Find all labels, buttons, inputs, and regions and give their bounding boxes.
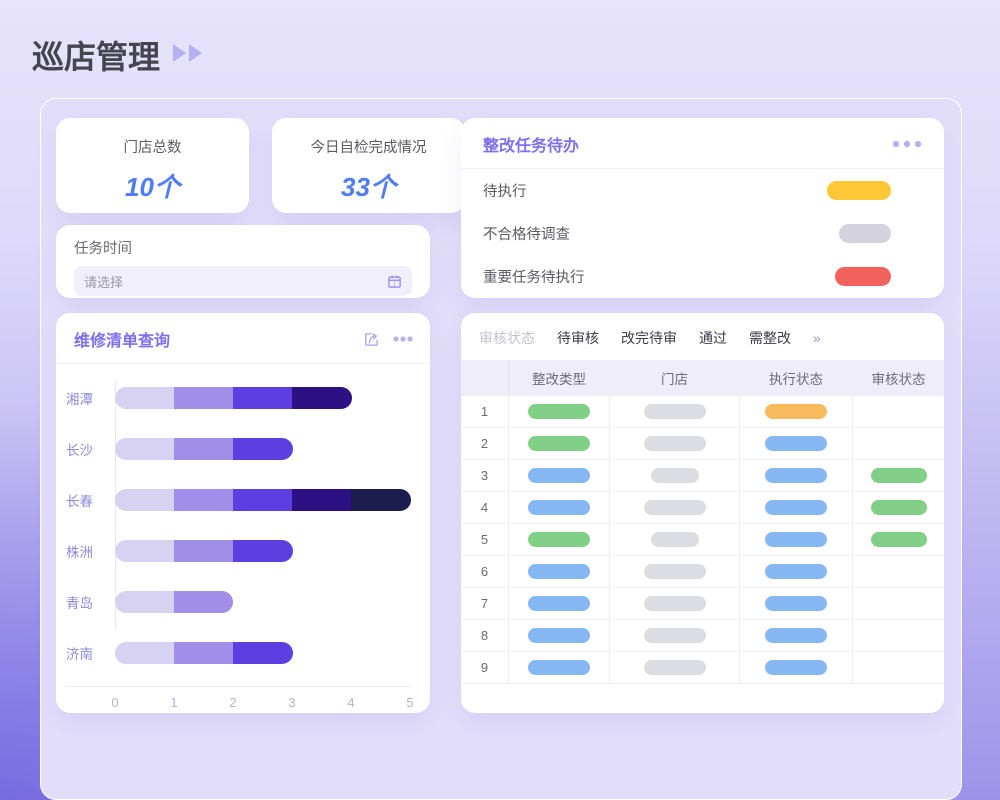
svg-text:1: 1 [393,281,396,287]
